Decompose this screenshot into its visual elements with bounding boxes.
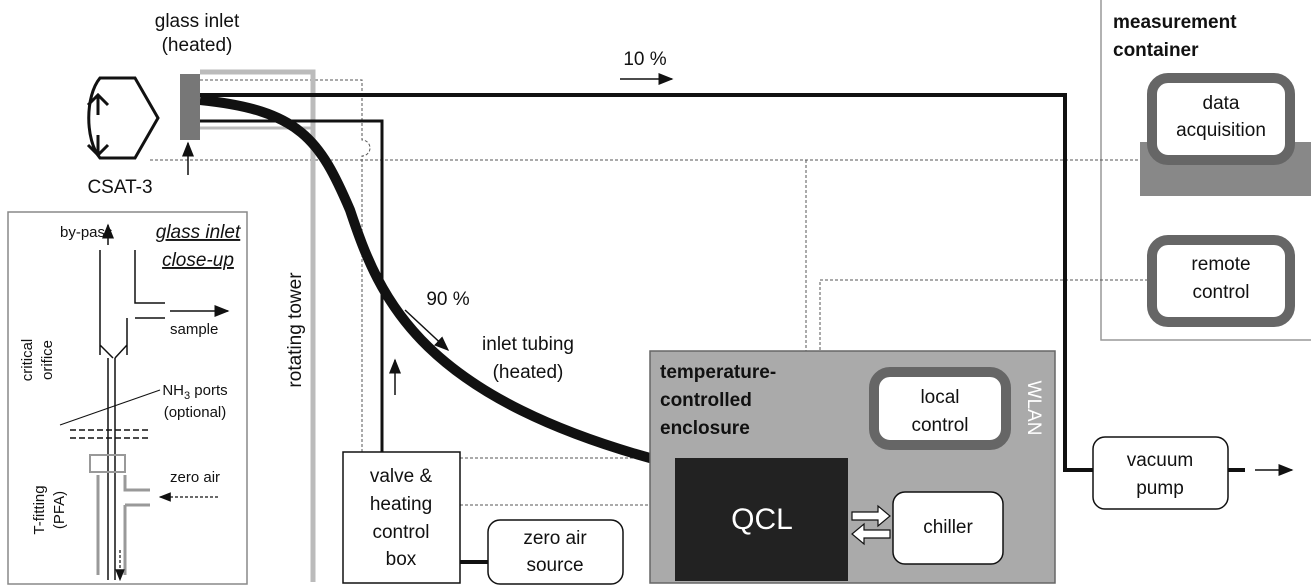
closeup-label: by-pass <box>60 224 113 241</box>
closeup-label: zero air <box>170 469 220 486</box>
closeup-title: glass inlet <box>156 222 241 243</box>
box-label: source <box>526 555 583 576</box>
container-outline <box>1100 0 1311 341</box>
closeup-label: (PFA) <box>51 491 68 529</box>
container-label: measurement <box>1113 12 1237 33</box>
csat-sensor <box>86 76 160 160</box>
box-label: acquisition <box>1176 120 1266 141</box>
closeup-title: close-up <box>162 250 234 271</box>
wlan-label: WLAN <box>1023 381 1044 436</box>
box-label: remote <box>1191 254 1250 275</box>
tubing-label: (heated) <box>493 362 564 383</box>
tower-label: rotating tower <box>285 272 306 388</box>
arrow <box>404 309 450 352</box>
box-label: chiller <box>923 517 973 538</box>
inlet-label: glass inlet <box>155 11 240 32</box>
qcl-label: QCL <box>731 503 793 536</box>
box-label: control <box>1192 282 1249 303</box>
tubing-label: inlet tubing <box>482 334 574 355</box>
closeup-label: NH3 ports <box>162 382 227 402</box>
data-acquisition <box>1147 73 1295 165</box>
box-label: valve & <box>370 466 433 487</box>
vacuum-pump <box>1092 436 1229 510</box>
enclosure-label: temperature- <box>660 362 776 383</box>
csat-label: CSAT-3 <box>87 177 152 198</box>
closeup-drawing <box>70 250 165 580</box>
closeup-label: T-fitting <box>31 485 48 534</box>
box-label: pump <box>1136 478 1184 499</box>
zero-air-line <box>200 119 384 452</box>
box-label: control <box>372 522 429 543</box>
tower <box>200 69 316 582</box>
box-label: vacuum <box>1127 450 1194 471</box>
closeup-label: (optional) <box>164 404 227 421</box>
qcl <box>675 458 848 581</box>
local-control <box>869 367 1011 450</box>
box-label: zero air <box>523 528 587 549</box>
box-label: box <box>386 549 417 570</box>
enclosure-label: enclosure <box>660 418 750 439</box>
closeup-label: orifice <box>39 340 56 380</box>
box-label: control <box>911 415 968 436</box>
chiller <box>892 491 1004 565</box>
flow-label: 10 % <box>623 49 666 70</box>
container-label: container <box>1113 40 1199 61</box>
enclosure-label: controlled <box>660 390 752 411</box>
closeup-label: sample <box>170 321 218 338</box>
inlet-tubing <box>199 95 678 470</box>
closeup-label: critical <box>19 339 36 382</box>
glass-inlet <box>180 74 200 140</box>
box-label: heating <box>370 494 432 515</box>
box-label: local <box>920 387 959 408</box>
closeup-frame <box>7 211 248 585</box>
heat-exchange-arrows <box>851 504 891 546</box>
inlet-label: (heated) <box>162 35 233 56</box>
box-label: data <box>1203 93 1240 114</box>
valve-box <box>342 451 461 584</box>
flow-label: 90 % <box>426 289 469 310</box>
zero-air-source <box>487 519 624 585</box>
pointer <box>59 389 161 426</box>
remote-control <box>1147 235 1295 327</box>
